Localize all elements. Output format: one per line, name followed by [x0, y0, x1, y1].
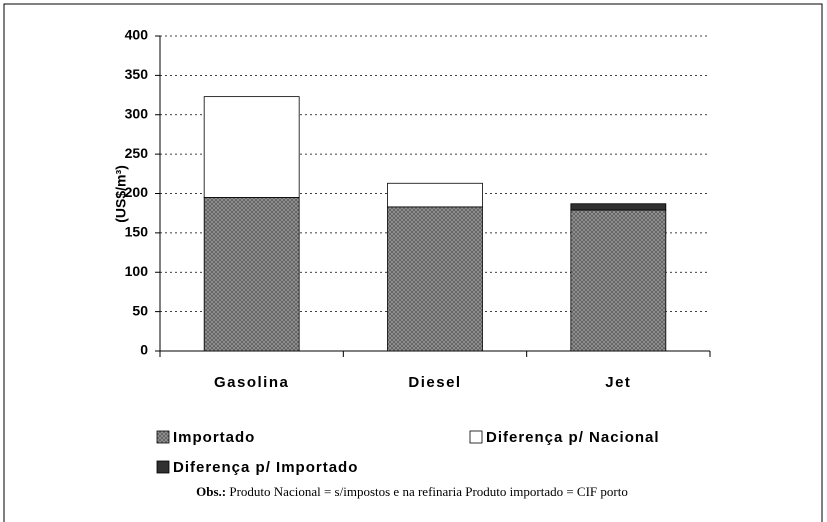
bar-segment: [203, 197, 300, 352]
x-tick-label: Jet: [605, 374, 631, 391]
bar-segment: [570, 209, 667, 352]
y-tick-label: 300: [125, 105, 149, 121]
y-axis-label: (US$/m³): [113, 165, 129, 223]
bar-segment: [387, 182, 483, 208]
y-tick-label: 400: [125, 27, 149, 43]
y-tick-label: 0: [140, 342, 148, 358]
bar-segment: [387, 206, 483, 352]
legend-swatch: [156, 430, 170, 444]
legend-swatch: [156, 460, 170, 474]
note-text: Produto Nacional = s/impostos e na refin…: [229, 484, 627, 499]
legend-label: Diferença p/ Nacional: [486, 429, 660, 446]
legend-swatch: [469, 430, 483, 444]
y-tick-label: 250: [125, 145, 149, 161]
note: Obs.: Produto Nacional = s/impostos e na…: [196, 484, 628, 499]
bar-segment: [570, 203, 667, 211]
bar-segment: [203, 96, 300, 198]
note-label: Obs.:: [196, 484, 226, 499]
frame: [3, 3, 823, 522]
legend-label: Diferença p/ Importado: [173, 459, 358, 476]
y-tick-label: 100: [125, 263, 149, 279]
y-tick-label: 50: [132, 302, 148, 318]
y-tick-label: 200: [125, 184, 149, 200]
x-tick-label: Gasolina: [214, 374, 289, 391]
y-tick-label: 350: [125, 66, 149, 82]
x-tick-label: Diesel: [408, 374, 461, 391]
y-tick-label: 150: [125, 224, 149, 240]
legend-label: Importado: [173, 429, 255, 446]
